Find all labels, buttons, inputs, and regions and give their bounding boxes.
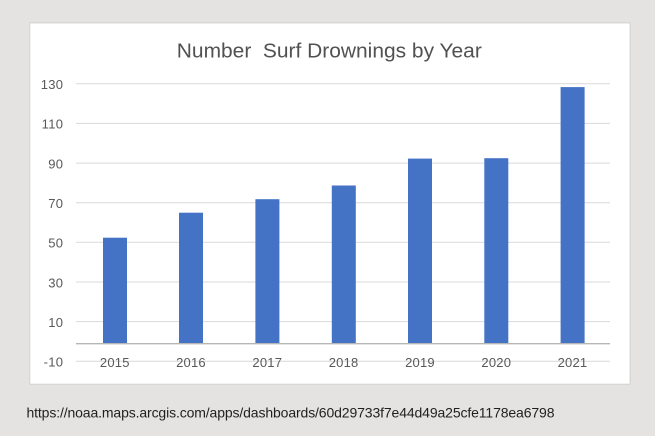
svg-text:50: 50 [48, 236, 63, 251]
svg-text:2020: 2020 [481, 355, 511, 370]
svg-text:30: 30 [48, 275, 63, 290]
svg-text:2016: 2016 [176, 355, 206, 370]
svg-text:2018: 2018 [329, 355, 359, 370]
svg-text:130: 130 [41, 77, 64, 92]
svg-text:-10: -10 [44, 355, 64, 370]
svg-text:2021: 2021 [558, 355, 588, 370]
svg-text:Number Surf Drownings by Year: Number Surf Drownings by Year [177, 40, 482, 62]
svg-text:90: 90 [48, 156, 63, 171]
svg-text:2017: 2017 [252, 355, 282, 370]
svg-text:70: 70 [48, 196, 63, 211]
svg-text:10: 10 [48, 315, 63, 330]
svg-text:2019: 2019 [405, 355, 435, 370]
svg-text:2015: 2015 [100, 355, 130, 370]
svg-text:110: 110 [42, 117, 64, 132]
svg-text:https://noaa.maps.arcgis.com/a: https://noaa.maps.arcgis.com/apps/dashbo… [27, 404, 555, 420]
